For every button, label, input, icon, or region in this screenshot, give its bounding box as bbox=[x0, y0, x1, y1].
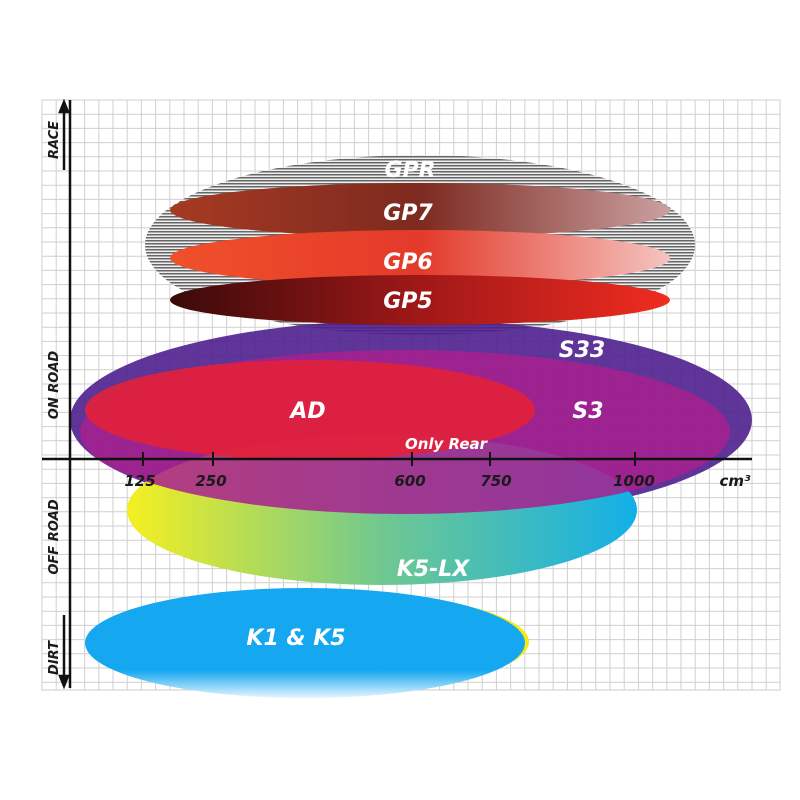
x-ticks bbox=[142, 452, 636, 466]
tick-250: 250 bbox=[195, 472, 226, 490]
unit-label: cm³ bbox=[719, 472, 751, 490]
tick-1000: 1000 bbox=[613, 472, 655, 490]
axis-label-on-road: ON ROAD bbox=[47, 351, 62, 420]
tire-ad-ellipse bbox=[85, 360, 535, 460]
only-rear-note: Only Rear bbox=[405, 435, 489, 453]
vertical-axis bbox=[42, 98, 752, 690]
label-ad: AD bbox=[288, 399, 325, 424]
axis-label-off-road: OFF ROAD bbox=[47, 499, 62, 574]
label-k5lx: K5-LX bbox=[397, 557, 471, 582]
tire-k1k5-ellipse bbox=[85, 588, 525, 698]
tick-125: 125 bbox=[124, 472, 155, 490]
axis-label-race: RACE bbox=[47, 121, 62, 159]
label-s33: S33 bbox=[559, 338, 605, 363]
tick-750: 750 bbox=[480, 472, 511, 490]
label-s3: S3 bbox=[572, 399, 603, 424]
label-gp7: GP7 bbox=[383, 201, 433, 226]
tire-gp7-ellipse bbox=[170, 183, 670, 237]
tick-600: 600 bbox=[394, 472, 425, 490]
tire-gp6-ellipse bbox=[170, 230, 670, 286]
label-k1k5: K1 & K5 bbox=[246, 626, 345, 651]
label-gpr: GPR bbox=[384, 158, 435, 183]
label-gp5: GP5 bbox=[383, 289, 433, 314]
label-gp6: GP6 bbox=[383, 250, 433, 275]
tire-gp5-ellipse bbox=[170, 275, 670, 325]
axis-label-dirt: DIRT bbox=[47, 640, 62, 675]
